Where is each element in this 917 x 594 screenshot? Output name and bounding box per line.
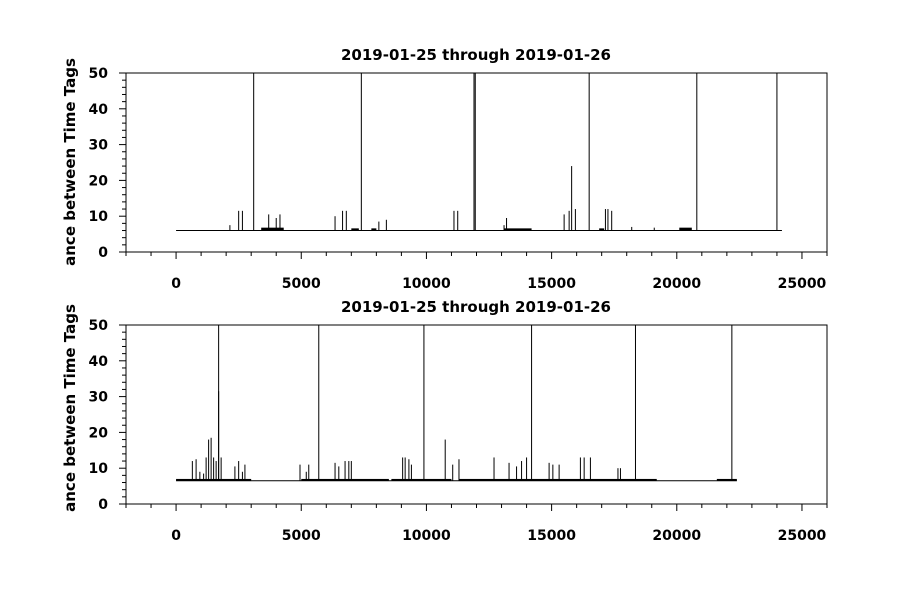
y-tick-label: 10 bbox=[89, 209, 109, 225]
axes-frame bbox=[125, 324, 828, 505]
series-segment bbox=[716, 478, 737, 481]
series-segment bbox=[261, 227, 284, 231]
series-segment bbox=[371, 228, 377, 231]
axes-frame bbox=[125, 72, 828, 253]
y-tick-label: 40 bbox=[89, 102, 109, 118]
chart-title: 2019-01-25 through 2019-01-26 bbox=[341, 298, 611, 316]
y-tick-label: 40 bbox=[89, 354, 109, 370]
y-tick-label: 10 bbox=[89, 461, 109, 477]
series-segment bbox=[391, 478, 452, 481]
series-segment bbox=[679, 227, 692, 231]
x-tick-label: 10000 bbox=[402, 528, 451, 544]
y-tick-label: 50 bbox=[89, 66, 109, 82]
y-tick-label: 20 bbox=[89, 425, 109, 441]
series-segment bbox=[599, 228, 605, 231]
plot-area: 0 5000 10000 15000 20000 25000 0 10 20 30 40 50 bbox=[89, 66, 828, 292]
x-tick-label: 0 bbox=[171, 528, 181, 544]
x-tick-label: 25000 bbox=[778, 276, 827, 292]
x-tick-label: 20000 bbox=[652, 528, 701, 544]
x-tick-label: 20000 bbox=[652, 276, 701, 292]
y-tick-label: 30 bbox=[89, 390, 109, 406]
y-tick-label: 50 bbox=[89, 318, 109, 334]
x-tick-label: 5000 bbox=[282, 276, 321, 292]
y-tick-label: 0 bbox=[98, 245, 108, 261]
y-axis-label: ance between Time Tags bbox=[61, 58, 79, 266]
series-segment bbox=[504, 228, 532, 231]
x-tick-label: 0 bbox=[171, 276, 181, 292]
x-tick-label: 15000 bbox=[527, 276, 576, 292]
x-tick-label: 15000 bbox=[527, 528, 576, 544]
chart-title: 2019-01-25 through 2019-01-26 bbox=[341, 46, 611, 64]
x-tick-label: 10000 bbox=[402, 276, 451, 292]
y-tick-label: 0 bbox=[98, 497, 108, 513]
x-tick-label: 5000 bbox=[282, 528, 321, 544]
y-tick-label: 20 bbox=[89, 173, 109, 189]
y-tick-label: 30 bbox=[89, 138, 109, 154]
chart-panel-bottom: 2019-01-25 through 2019-01-26 ance betwe… bbox=[61, 298, 828, 544]
chart-panel-top: 2019-01-25 through 2019-01-26 ance betwe… bbox=[61, 46, 828, 292]
series-segment bbox=[351, 228, 359, 231]
x-tick-label: 25000 bbox=[778, 528, 827, 544]
series-segment bbox=[458, 478, 657, 481]
plot-area: 0 5000 10000 15000 20000 25000 0 10 20 30 40 50 bbox=[89, 318, 828, 544]
y-axis-label: ance between Time Tags bbox=[61, 304, 79, 512]
